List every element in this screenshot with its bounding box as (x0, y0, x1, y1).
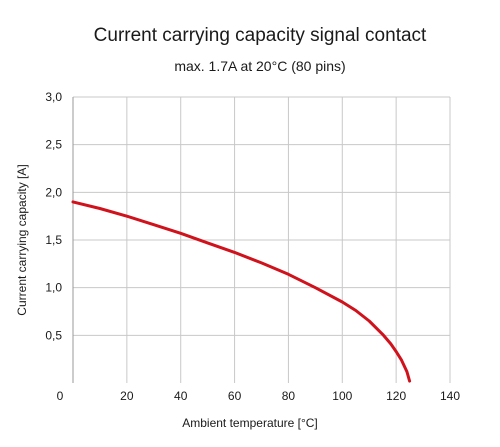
y-tick-label-0: 0,5 (45, 328, 62, 342)
x-tick-label-1: 20 (120, 389, 134, 403)
grid (73, 96, 451, 383)
x-tick-label-5: 100 (332, 389, 352, 403)
x-axis-label: Ambient temperature [°C] (182, 416, 318, 430)
chart-title: Current carrying capacity signal contact (94, 25, 427, 46)
y-axis-label: Current carrying capacity [A] (15, 164, 29, 315)
y-tick-label-1: 1,0 (45, 281, 62, 295)
x-tick-label-6: 120 (386, 389, 406, 403)
x-axis-ticks: 0 20 40 60 80 100 120 140 (57, 389, 461, 403)
y-tick-label-4: 2,5 (45, 138, 62, 152)
series-line-0 (71, 200, 412, 383)
chart-subtitle: max. 1.7A at 20°C (80 pins) (174, 58, 345, 74)
x-tick-label-0: 0 (57, 389, 64, 403)
x-tick-label-4: 80 (282, 389, 296, 403)
series-lines (71, 200, 412, 383)
x-tick-label-7: 140 (440, 389, 460, 403)
x-tick-label-3: 60 (228, 389, 242, 403)
x-tick-label-2: 40 (174, 389, 188, 403)
y-axis-ticks: 0,5 1,0 1,5 2,0 2,5 3,0 (45, 90, 62, 342)
y-tick-label-3: 2,0 (45, 185, 62, 199)
y-tick-label-2: 1,5 (45, 233, 62, 247)
y-tick-label-5: 3,0 (45, 90, 62, 104)
